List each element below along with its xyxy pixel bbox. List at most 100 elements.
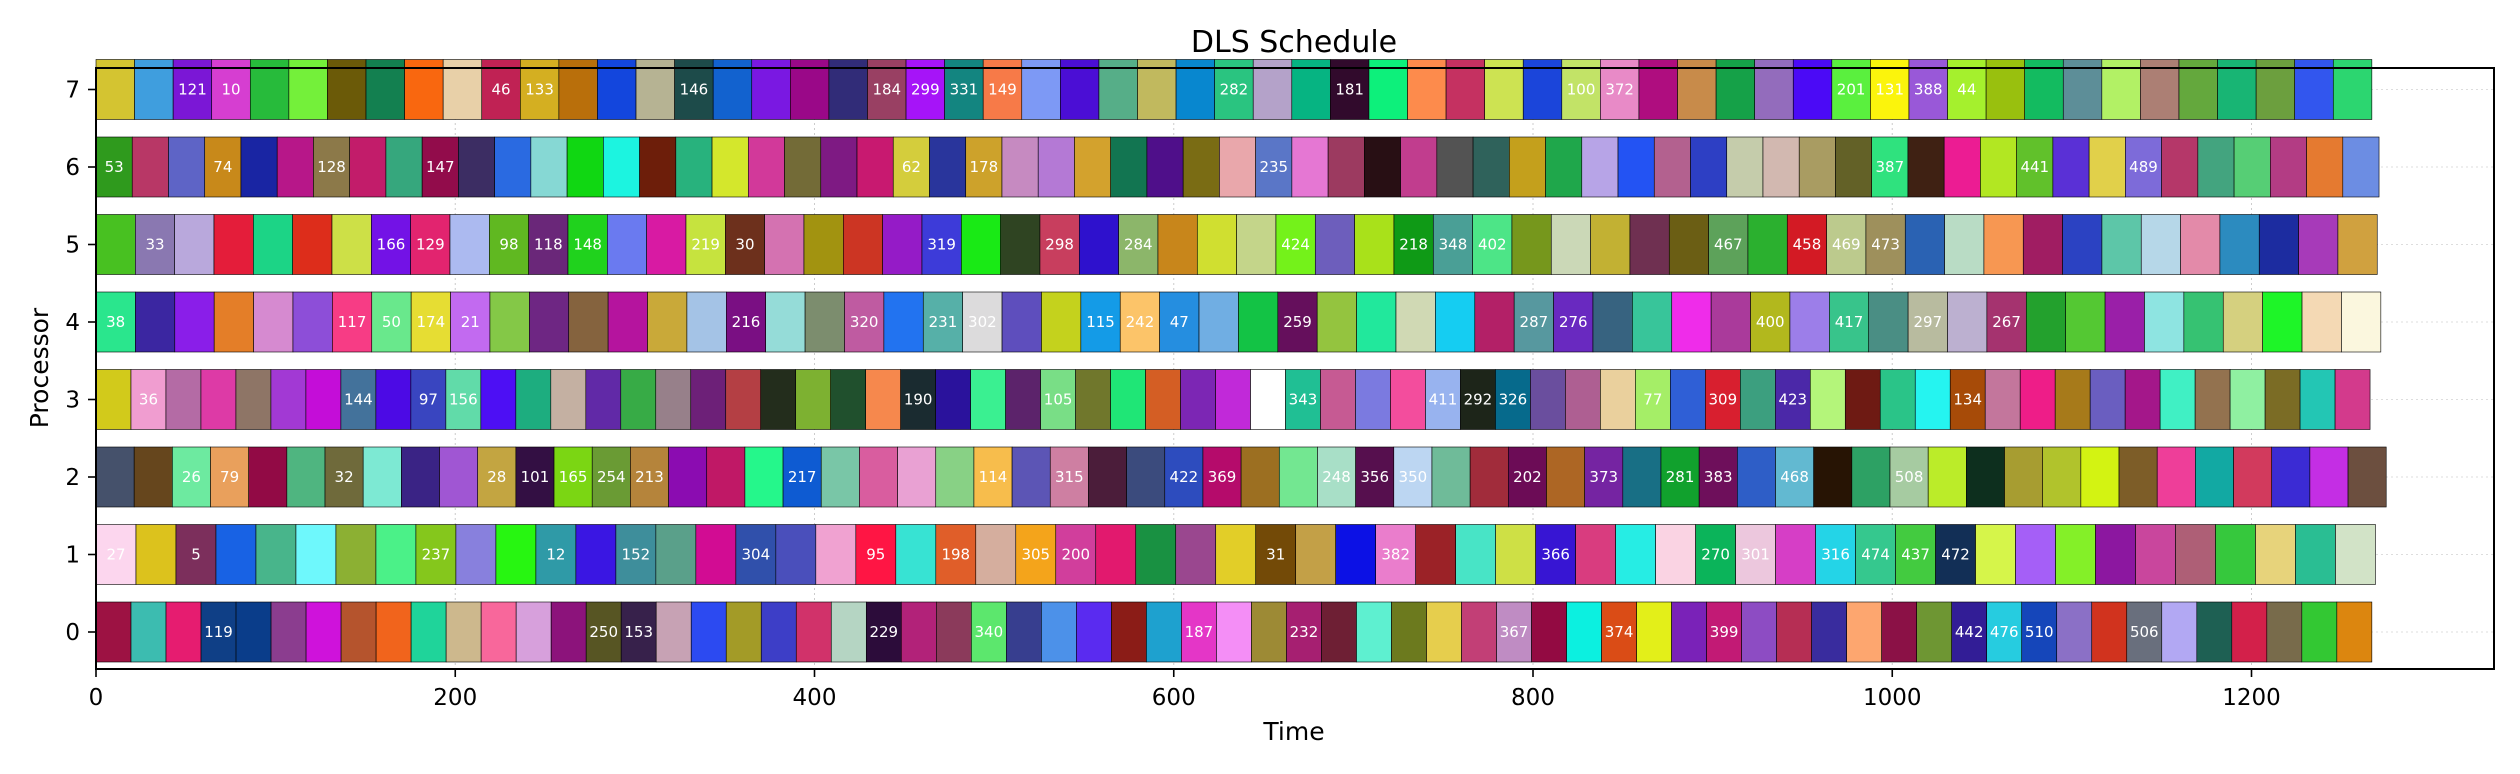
task-bar [1395, 291, 1436, 353]
task-bar [1947, 59, 1987, 120]
task-label: 281 [1666, 468, 1695, 486]
task-bar [2144, 291, 2185, 353]
task-bar [2180, 214, 2221, 275]
task-label: 121 [178, 81, 207, 99]
task-bar [1916, 601, 1952, 663]
task-bar [2264, 369, 2301, 430]
task-bar [2334, 369, 2371, 430]
task-bar [2161, 601, 2198, 663]
task-bar [655, 524, 697, 585]
task-bar [439, 446, 479, 508]
task-label: 146 [680, 81, 709, 99]
task-bar [1415, 524, 1456, 585]
task-bar [1775, 524, 1816, 585]
task-label: 510 [2025, 623, 2054, 641]
task-bar [1074, 136, 1111, 198]
task-bar [1671, 291, 1712, 353]
task-bar [340, 601, 377, 663]
task-bar [1400, 136, 1438, 198]
task-bar [1715, 59, 1755, 120]
task-bar [712, 59, 753, 120]
task-bar [494, 136, 532, 198]
task-label: 47 [1170, 313, 1189, 331]
task-bar [375, 369, 412, 430]
task-label: 399 [1710, 623, 1739, 641]
chart-title: DLS Schedule [1191, 25, 1397, 60]
task-bar [1531, 601, 1567, 663]
task-bar [775, 524, 817, 585]
task-bar [647, 291, 688, 353]
task-label: 190 [904, 391, 933, 409]
task-bar [530, 136, 568, 198]
task-label: 267 [1992, 313, 2021, 331]
task-bar [1581, 136, 1619, 198]
task-bar [2135, 524, 2176, 585]
task-bar [135, 291, 176, 353]
task-bar [2042, 446, 2082, 508]
task-bar [1021, 59, 1061, 120]
task-bar [410, 369, 447, 430]
task-bar [2183, 291, 2224, 353]
task-bar [200, 369, 237, 430]
task-bar [2089, 369, 2126, 430]
task-label: 178 [970, 158, 999, 176]
x-tick-label: 1000 [1863, 685, 1922, 711]
task-bar [1041, 601, 1077, 663]
task-bar [1375, 524, 1416, 585]
task-bar [1509, 136, 1546, 198]
task-label: 305 [1021, 546, 1050, 564]
task-bar [765, 291, 806, 353]
task-bar [1695, 524, 1736, 585]
task-label: 187 [1185, 623, 1214, 641]
task-bar [1435, 291, 1476, 353]
task-bar [1275, 214, 1316, 275]
task-bar [1776, 601, 1812, 663]
task-bar [568, 291, 609, 353]
task-bar [607, 214, 647, 275]
task-label: 198 [941, 546, 970, 564]
x-tick-label: 800 [1511, 685, 1555, 711]
task-bar [1164, 446, 1204, 508]
task-label: 469 [1832, 236, 1861, 254]
task-label: 53 [105, 158, 124, 176]
task-label: 437 [1901, 546, 1930, 564]
task-bar [2062, 214, 2103, 275]
task-label: 282 [1220, 81, 1249, 99]
task-bar [211, 59, 251, 120]
task-label: 202 [1513, 468, 1542, 486]
task-bar [240, 136, 278, 198]
task-bar [1726, 136, 1764, 198]
task-bar [95, 59, 135, 120]
task-bar [2126, 601, 2163, 663]
task-label: 287 [1520, 313, 1549, 331]
task-label: 134 [1953, 391, 1982, 409]
task-label: 95 [866, 546, 885, 564]
task-bar [2258, 214, 2299, 275]
task-bar [1393, 446, 1433, 508]
task-bar [615, 524, 657, 585]
task-bar [288, 59, 328, 120]
task-bar [883, 291, 924, 353]
task-bar [711, 136, 749, 198]
task-bar [2019, 369, 2056, 430]
task-label: 144 [344, 391, 373, 409]
task-bar [929, 136, 967, 198]
task-bar [2217, 59, 2257, 120]
task-bar [1455, 524, 1496, 585]
task-bar [1754, 59, 1794, 120]
task-label: 423 [1778, 391, 1807, 409]
y-tick-label: 4 [65, 310, 80, 336]
task-bar [795, 369, 831, 430]
task-bar [1943, 136, 1981, 198]
task-bar [2091, 601, 2128, 663]
task-bar [1159, 291, 1200, 353]
task-bar [1735, 524, 1776, 585]
task-bar [2215, 524, 2256, 585]
task-bar [820, 136, 858, 198]
task-bar [1037, 136, 1075, 198]
task-label: 184 [872, 81, 901, 99]
task-label: 373 [1589, 468, 1618, 486]
task-bar [1655, 524, 1696, 585]
task-bar [1653, 136, 1691, 198]
